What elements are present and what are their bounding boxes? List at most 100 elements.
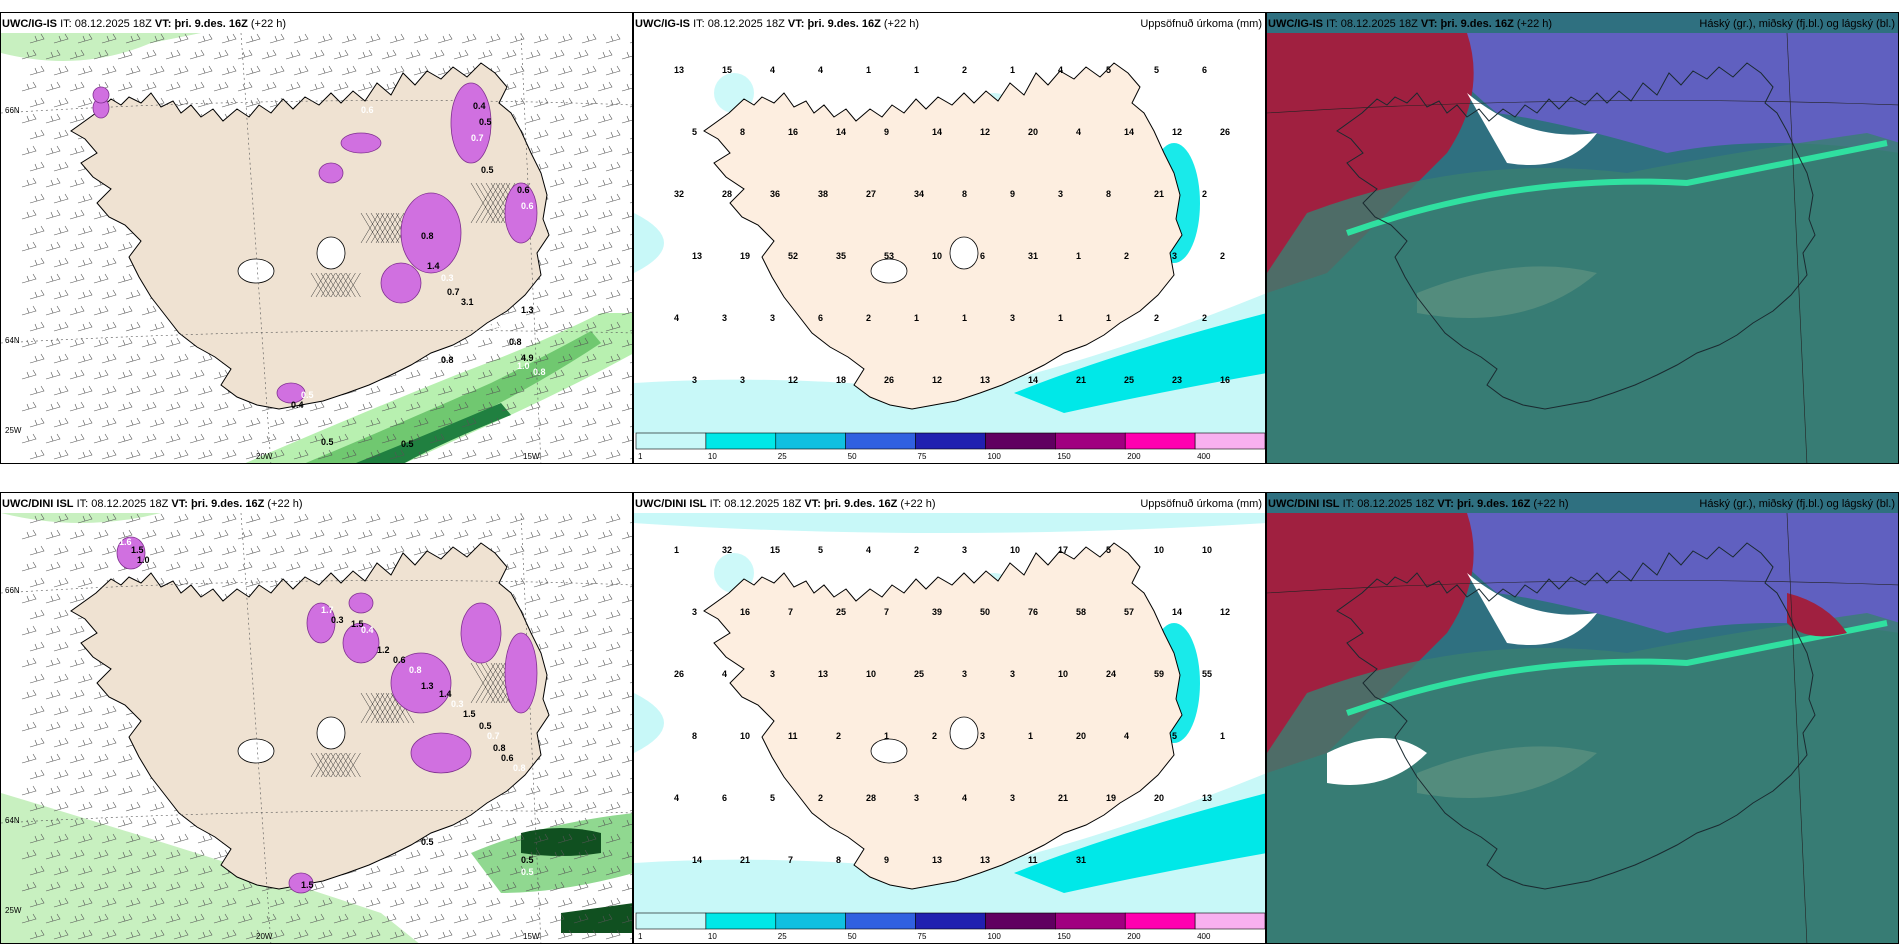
wind-barb	[501, 561, 517, 572]
wind-barb	[69, 785, 85, 796]
wind-barb	[245, 65, 261, 76]
vt-value: þri. 9.des. 16Z	[1440, 18, 1514, 30]
hatch-line	[325, 752, 341, 778]
lead-time: (+22 h)	[900, 498, 936, 510]
wind-barb	[165, 81, 181, 92]
precip-value-label: 26	[1220, 127, 1230, 137]
hatch-line	[470, 662, 496, 704]
precip-value-label: 3	[1010, 669, 1015, 679]
wind-barb	[221, 97, 237, 108]
wind-value-label: 1.0	[137, 555, 150, 565]
wind-barb	[165, 369, 181, 380]
precip-value-label: 2	[1202, 189, 1207, 199]
wind-barb	[173, 385, 189, 396]
wind-barb	[93, 785, 109, 796]
it-value: 08.12.2025 18Z	[1340, 18, 1418, 30]
graticule-15w	[1786, 32, 1808, 463]
wind-barb	[605, 321, 621, 332]
hatch-line	[340, 752, 356, 778]
wind-barb	[221, 897, 237, 908]
wind-barb	[597, 177, 613, 188]
wind-barb	[165, 433, 181, 444]
wind-value-label: 0.8	[513, 763, 526, 773]
wind-barb	[509, 801, 525, 812]
wind-barb	[125, 769, 141, 780]
wind-barb	[605, 65, 621, 76]
colorbar-segment	[775, 912, 846, 930]
wind-barb	[597, 881, 613, 892]
wind-barb	[173, 577, 189, 588]
convective-cell	[504, 632, 538, 714]
wind-value-label: 0.8	[491, 321, 504, 331]
lon-label-25w: 25W	[5, 906, 22, 915]
graticule-15w	[1786, 512, 1808, 943]
wind-barb	[309, 433, 325, 444]
wind-barb	[77, 353, 93, 364]
wind-barb	[149, 65, 165, 76]
iceland-landmass	[703, 62, 1183, 410]
precip-value-label: 5	[1106, 545, 1111, 555]
wind-value-label: 0.3	[331, 615, 344, 625]
wind-barb	[333, 49, 349, 60]
wind-barb	[237, 401, 253, 412]
wind-barb	[549, 81, 565, 92]
wind-barb	[45, 273, 61, 284]
wind-barb	[573, 913, 589, 924]
wind-barb	[333, 401, 349, 412]
wind-barb	[125, 289, 141, 300]
convective-cell	[348, 592, 374, 614]
wind-barb	[197, 33, 213, 44]
colorbar-segment	[845, 432, 916, 450]
wind-barb	[605, 929, 621, 940]
precip-value-label: 38	[818, 189, 828, 199]
wind-barb	[125, 385, 141, 396]
wind-barb	[509, 65, 525, 76]
precip-value-label: 12	[932, 375, 942, 385]
hatch-line	[380, 212, 400, 244]
wind-barb	[21, 241, 37, 252]
wind-barb	[77, 577, 93, 588]
lon-label-25w: 25W	[5, 426, 22, 435]
wind-barb	[341, 897, 357, 908]
wind-barb	[125, 897, 141, 908]
wind-barb	[477, 529, 493, 540]
field-title: Uppsöfnuð úrkoma (mm)	[1140, 18, 1262, 30]
wind-barb	[573, 529, 589, 540]
wind-barb	[477, 817, 493, 828]
colorbar-segment	[1194, 432, 1265, 450]
wind-barb	[389, 897, 405, 908]
wind-barb	[29, 257, 45, 268]
hatch-line	[375, 212, 395, 244]
wind-barb	[317, 33, 333, 44]
wind-barb	[389, 545, 405, 556]
wind-barb	[21, 753, 37, 764]
glacier-langjokull	[870, 738, 908, 764]
wind-barb	[341, 545, 357, 556]
wind-barb	[21, 785, 37, 796]
wind-barb	[69, 753, 85, 764]
wind-barb	[93, 337, 109, 348]
wind-barb	[269, 417, 285, 428]
wind-barb	[53, 929, 69, 940]
wind-barb	[245, 97, 261, 108]
wind-barb	[573, 561, 589, 572]
wind-barb	[165, 49, 181, 60]
lead-time: (+22 h)	[883, 18, 920, 30]
precip-value-label: 13	[932, 855, 942, 865]
iceland-landmass	[70, 542, 550, 890]
wind-barb	[237, 529, 253, 540]
it-value: 08.12.2025 18Z	[74, 18, 152, 30]
precip-map-bottom: 1 32 15 5 4 2 3 10 17 5 10 103 16 7 25 7 39 50 76 58 57 14 122…	[634, 493, 1265, 943]
wind-barb	[597, 273, 613, 284]
lead-time: (+22 h)	[250, 18, 287, 30]
wind-barb	[573, 209, 589, 220]
wind-barb	[269, 545, 285, 556]
wind-barb	[549, 145, 565, 156]
wind-barb	[405, 529, 421, 540]
wind-barb	[605, 193, 621, 204]
wind-barb	[413, 449, 429, 460]
wind-barb	[53, 129, 69, 140]
wind-barb	[381, 49, 397, 60]
wind-barb	[341, 449, 357, 460]
wind-barb	[533, 385, 549, 396]
